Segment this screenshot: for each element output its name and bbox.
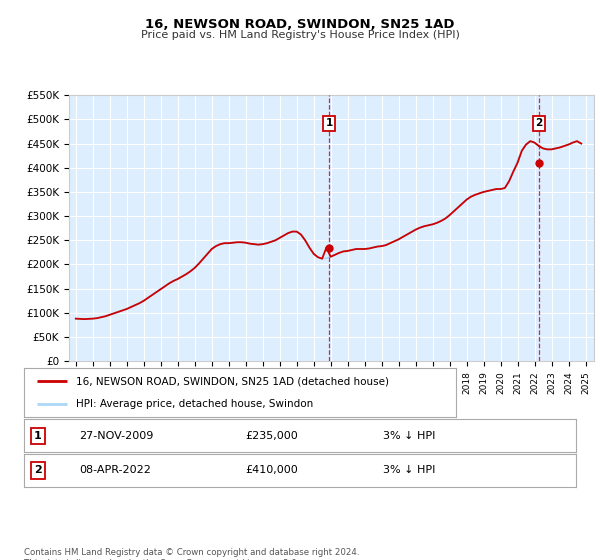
Text: 16, NEWSON ROAD, SWINDON, SN25 1AD (detached house): 16, NEWSON ROAD, SWINDON, SN25 1AD (deta…	[76, 376, 389, 386]
Text: £410,000: £410,000	[245, 465, 298, 475]
Text: Price paid vs. HM Land Registry's House Price Index (HPI): Price paid vs. HM Land Registry's House …	[140, 30, 460, 40]
Text: Contains HM Land Registry data © Crown copyright and database right 2024.
This d: Contains HM Land Registry data © Crown c…	[24, 548, 359, 560]
Text: 1: 1	[325, 118, 332, 128]
Text: 08-APR-2022: 08-APR-2022	[79, 465, 151, 475]
Text: 27-NOV-2009: 27-NOV-2009	[79, 431, 154, 441]
Text: 3% ↓ HPI: 3% ↓ HPI	[383, 431, 435, 441]
Text: 1: 1	[34, 431, 41, 441]
Text: 3% ↓ HPI: 3% ↓ HPI	[383, 465, 435, 475]
Text: 2: 2	[535, 118, 543, 128]
Text: £235,000: £235,000	[245, 431, 298, 441]
Text: HPI: Average price, detached house, Swindon: HPI: Average price, detached house, Swin…	[76, 399, 313, 409]
Text: 16, NEWSON ROAD, SWINDON, SN25 1AD: 16, NEWSON ROAD, SWINDON, SN25 1AD	[145, 18, 455, 31]
Text: 2: 2	[34, 465, 41, 475]
